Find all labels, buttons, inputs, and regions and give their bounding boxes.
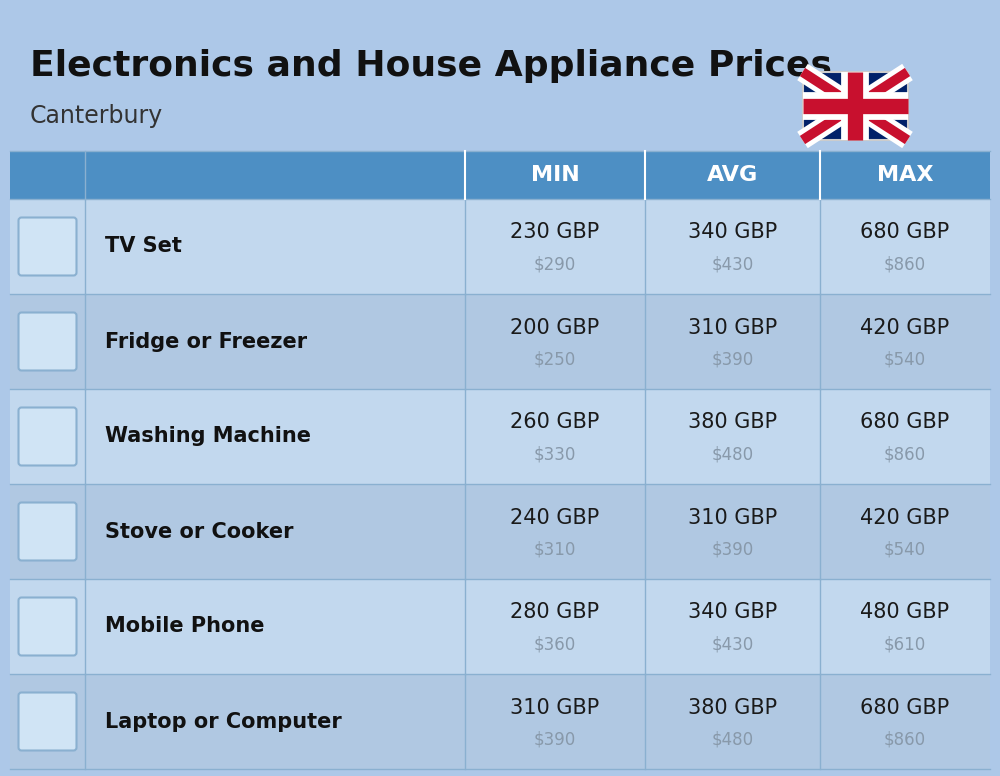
Text: 420 GBP: 420 GBP (860, 508, 950, 528)
Text: 260 GBP: 260 GBP (510, 413, 600, 432)
FancyBboxPatch shape (18, 313, 76, 370)
Bar (10, 579, 990, 674)
Text: $360: $360 (534, 636, 576, 653)
Text: 380 GBP: 380 GBP (688, 698, 777, 718)
Text: 310 GBP: 310 GBP (510, 698, 600, 718)
Text: $310: $310 (534, 541, 576, 559)
Text: Electronics and House Appliance Prices: Electronics and House Appliance Prices (30, 49, 832, 83)
Text: Laptop or Computer: Laptop or Computer (105, 712, 342, 732)
Text: $480: $480 (711, 445, 754, 463)
FancyBboxPatch shape (18, 598, 76, 656)
Bar (10, 199, 990, 294)
Bar (10, 389, 990, 484)
Bar (10, 151, 990, 199)
Text: $540: $540 (884, 541, 926, 559)
Text: 420 GBP: 420 GBP (860, 317, 950, 338)
Text: 240 GBP: 240 GBP (510, 508, 600, 528)
Text: 680 GBP: 680 GBP (860, 413, 950, 432)
Text: 380 GBP: 380 GBP (688, 413, 777, 432)
Text: $330: $330 (534, 445, 576, 463)
Text: 310 GBP: 310 GBP (688, 317, 777, 338)
Text: MAX: MAX (877, 165, 933, 185)
Text: 340 GBP: 340 GBP (688, 602, 777, 622)
Text: 280 GBP: 280 GBP (510, 602, 600, 622)
Text: $610: $610 (884, 636, 926, 653)
FancyBboxPatch shape (18, 503, 76, 560)
Text: $430: $430 (711, 255, 754, 273)
Bar (10, 484, 990, 579)
Text: 230 GBP: 230 GBP (510, 223, 600, 242)
Text: Stove or Cooker: Stove or Cooker (105, 521, 294, 542)
Text: Mobile Phone: Mobile Phone (105, 616, 264, 636)
Text: $860: $860 (884, 445, 926, 463)
Text: MIN: MIN (531, 165, 579, 185)
Text: 310 GBP: 310 GBP (688, 508, 777, 528)
Bar (10, 294, 990, 389)
Text: $860: $860 (884, 730, 926, 749)
Text: Canterbury: Canterbury (30, 104, 163, 128)
Text: Washing Machine: Washing Machine (105, 427, 311, 446)
Text: AVG: AVG (707, 165, 758, 185)
Text: 680 GBP: 680 GBP (860, 223, 950, 242)
Text: $390: $390 (711, 541, 754, 559)
Text: $250: $250 (534, 351, 576, 369)
Bar (10, 674, 990, 769)
Text: 480 GBP: 480 GBP (860, 602, 950, 622)
Text: TV Set: TV Set (105, 237, 182, 257)
Text: $860: $860 (884, 255, 926, 273)
Text: $290: $290 (534, 255, 576, 273)
Text: $390: $390 (711, 351, 754, 369)
Text: $430: $430 (711, 636, 754, 653)
Text: 200 GBP: 200 GBP (510, 317, 600, 338)
Text: $390: $390 (534, 730, 576, 749)
Bar (802, 72, 908, 140)
Text: $480: $480 (711, 730, 754, 749)
Text: 680 GBP: 680 GBP (860, 698, 950, 718)
FancyBboxPatch shape (18, 692, 76, 750)
FancyBboxPatch shape (18, 407, 76, 466)
Text: 340 GBP: 340 GBP (688, 223, 777, 242)
Text: $540: $540 (884, 351, 926, 369)
FancyBboxPatch shape (18, 217, 76, 275)
Text: Fridge or Freezer: Fridge or Freezer (105, 331, 307, 352)
